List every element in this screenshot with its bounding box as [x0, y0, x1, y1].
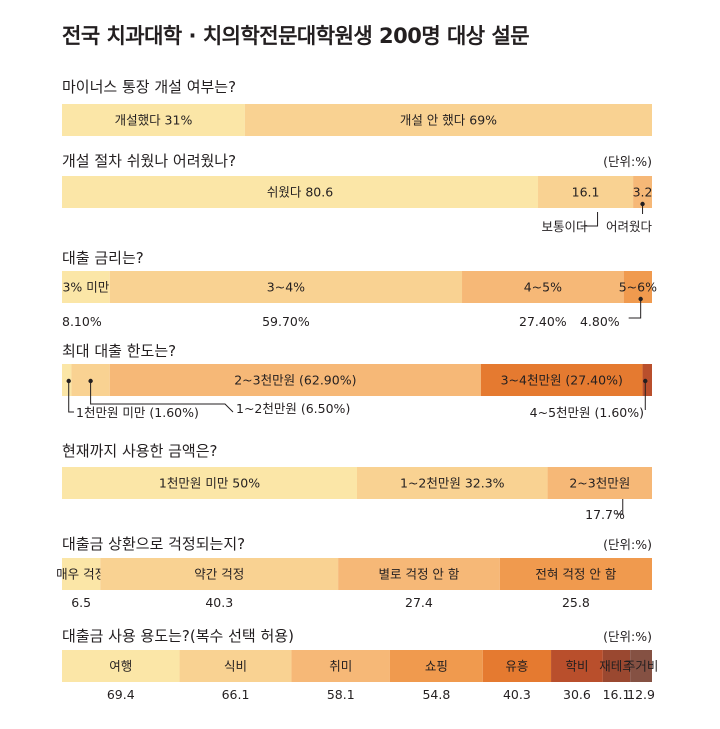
value-label: 25.8 [562, 595, 590, 610]
bar-segment [357, 467, 548, 499]
segment-label: 약간 걱정 [194, 567, 244, 582]
bar-segment [482, 650, 552, 682]
value-label: 59.70% [262, 314, 310, 329]
segment-label: 3.2 [633, 185, 653, 200]
bar-segment [642, 364, 652, 396]
callout-label: 1천만원 미만 (1.60%) [76, 405, 199, 420]
question-title: 마이너스 통장 개설 여부는? [62, 78, 236, 96]
value-label: 12.9 [627, 687, 655, 702]
value-label: 54.8 [422, 687, 450, 702]
bar-segment [547, 467, 652, 499]
segment-label: 3~4% [267, 280, 305, 295]
callout-label: 어려웠다 [606, 219, 653, 234]
question-title: 최대 대출 한도는? [62, 342, 176, 360]
callout-label: 보통이다 [542, 219, 589, 234]
segment-label: 전혀 걱정 안 함 [535, 567, 616, 582]
segment-label: 1천만원 미만 50% [159, 476, 260, 491]
segment-label: 쇼핑 [425, 659, 448, 674]
unit-label: (단위:%) [603, 629, 652, 644]
bar-segment [62, 364, 72, 396]
callout-label: 4~5천만원 (1.60%) [530, 405, 644, 420]
segment-label: 주거비 [624, 659, 659, 674]
value-label: 66.1 [222, 687, 250, 702]
callout-line [90, 381, 234, 413]
bar-segment [62, 104, 245, 136]
segment-label: 5~6% [619, 280, 657, 295]
segment-label: 매우 걱정 [56, 567, 106, 582]
bar-segment [62, 176, 539, 208]
segment-label: 식비 [224, 659, 247, 674]
segment-label: 유흥 [505, 659, 528, 674]
question-title: 대출 금리는? [62, 249, 144, 267]
value-label: 6.5 [71, 595, 91, 610]
segment-label: 16.1 [572, 185, 600, 200]
bar-segment [244, 104, 652, 136]
value-label: 8.10% [62, 314, 102, 329]
bar-segment [538, 176, 634, 208]
bar-segment [602, 650, 631, 682]
question-title: 개설 절차 쉬웠나 어려웠나? [62, 152, 236, 170]
value-label: 4.80% [580, 314, 620, 329]
segment-label: 2~3천만원 [569, 476, 630, 491]
callout-line [614, 499, 624, 515]
value-label: 58.1 [327, 687, 355, 702]
bar-segment [551, 650, 603, 682]
segment-label: 학비 [565, 659, 588, 674]
segment-label: 취미 [329, 659, 352, 674]
bar-segment [338, 558, 500, 590]
callout-label: 1~2천만원 (6.50%) [236, 401, 350, 416]
question-title: 현재까지 사용한 금액은? [62, 442, 218, 460]
segment-label: 여행 [109, 659, 132, 674]
callout-line [628, 299, 642, 319]
segment-label: 별로 걱정 안 함 [378, 567, 459, 582]
value-label: 27.4 [405, 595, 433, 610]
page-title: 전국 치과대학 · 치의학전문대학원생 200명 대상 설문 [62, 24, 530, 48]
bar-segment [62, 271, 110, 303]
bar-segment [623, 271, 652, 303]
segment-label: 재테크 [599, 659, 634, 674]
bar-segment [62, 650, 180, 682]
segment-label: 4~5% [524, 280, 562, 295]
bar-segment [633, 176, 652, 208]
bar-segment [291, 650, 390, 682]
segment-label: 3% 미만 [62, 280, 109, 295]
bar-segment [179, 650, 292, 682]
value-label: 16.1 [603, 687, 631, 702]
value-label: 69.4 [107, 687, 135, 702]
unit-label: (단위:%) [603, 154, 652, 169]
callout-line [68, 381, 74, 413]
segment-label: 쉬웠다 80.6 [267, 185, 333, 200]
value-label: 40.3 [503, 687, 531, 702]
question-title: 대출금 상환으로 걱정되는지? [62, 535, 245, 553]
segment-label: 3~4천만원 (27.40%) [501, 373, 623, 388]
bar-segment [100, 558, 339, 590]
unit-label: (단위:%) [603, 537, 652, 552]
value-label: 30.6 [563, 687, 591, 702]
bar-segment [499, 558, 652, 590]
segment-label: 1~2천만원 32.3% [400, 476, 505, 491]
value-label: 27.40% [519, 314, 567, 329]
bar-segment [109, 364, 481, 396]
question-title: 대출금 사용 용도는?(복수 선택 허용) [62, 627, 294, 645]
segment-label: 2~3천만원 (62.90%) [234, 373, 356, 388]
value-label: 17.7% [585, 507, 625, 522]
segment-label: 개설했다 31% [115, 113, 193, 128]
bar-segment [62, 558, 101, 590]
segment-label: 개설 안 했다 69% [400, 113, 497, 128]
bar-segment [389, 650, 483, 682]
bar-segment [462, 271, 624, 303]
bar-segment [62, 467, 357, 499]
bar-segment [480, 364, 643, 396]
value-label: 40.3 [205, 595, 233, 610]
bar-segment [109, 271, 463, 303]
callout-line [580, 212, 599, 227]
bar-segment [630, 650, 652, 682]
